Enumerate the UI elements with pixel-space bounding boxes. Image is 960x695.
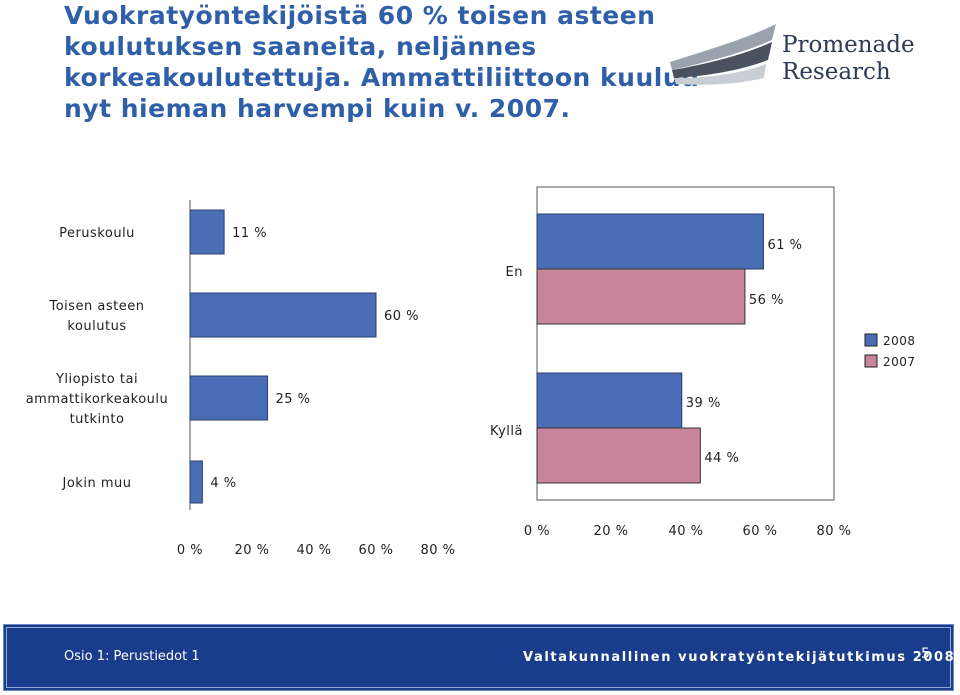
tick-label: 0 % bbox=[524, 524, 550, 539]
tick-label: 80 % bbox=[420, 543, 455, 558]
bar bbox=[536, 427, 701, 484]
tick-label: 20 % bbox=[593, 524, 628, 539]
legend-label: 2008 bbox=[883, 334, 916, 348]
bar bbox=[189, 292, 377, 338]
legend-label: 2007 bbox=[883, 355, 916, 369]
tick-label: 0 % bbox=[177, 543, 203, 558]
category-label: Kyllä bbox=[490, 424, 523, 439]
footer-section-label: Osio 1: Perustiedot 1 bbox=[64, 649, 200, 664]
bar bbox=[536, 213, 764, 270]
category-label: tutkinto bbox=[70, 412, 125, 427]
data-label: 39 % bbox=[686, 396, 721, 411]
tick-label: 80 % bbox=[816, 524, 851, 539]
bar bbox=[536, 268, 746, 325]
category-label: En bbox=[506, 265, 523, 280]
bar bbox=[536, 372, 683, 429]
data-label: 61 % bbox=[767, 238, 802, 253]
category-label: ammattikorkeakoulu bbox=[26, 392, 169, 407]
swoosh-logo-icon bbox=[670, 24, 776, 85]
data-label: 60 % bbox=[384, 309, 419, 324]
legend-swatch bbox=[864, 354, 878, 368]
title-line: Vuokratyöntekijöistä 60 % toisen asteen bbox=[64, 1, 656, 30]
company-logo: Promenade Research bbox=[782, 32, 915, 86]
category-label: koulutus bbox=[67, 319, 126, 334]
category-label: Peruskoulu bbox=[59, 226, 135, 241]
tick-label: 40 % bbox=[668, 524, 703, 539]
title-line: nyt hieman harvempi kuin v. 2007. bbox=[64, 94, 571, 123]
tick-label: 40 % bbox=[296, 543, 331, 558]
data-label: 11 % bbox=[232, 226, 267, 241]
footer-bar bbox=[3, 624, 954, 691]
tick-label: 20 % bbox=[234, 543, 269, 558]
data-label: 44 % bbox=[704, 451, 739, 466]
logo-line: Research bbox=[782, 59, 891, 85]
title-line: korkeakoulutettuja. Ammattiliittoon kuul… bbox=[64, 63, 700, 92]
bar bbox=[189, 460, 203, 504]
bar bbox=[189, 375, 268, 421]
title-line: koulutuksen saaneita, neljännes bbox=[64, 32, 537, 61]
slide-title: Vuokratyöntekijöistä 60 % toisen asteen … bbox=[64, 0, 700, 124]
category-label: Jokin muu bbox=[62, 476, 132, 491]
category-label: Yliopisto tai bbox=[55, 372, 138, 387]
logo-line: Promenade bbox=[782, 32, 915, 58]
data-label: 25 % bbox=[276, 392, 311, 407]
tick-label: 60 % bbox=[358, 543, 393, 558]
charts-area: 11 % Peruskoulu 60 % Toisen asteen koulutus 2… bbox=[26, 186, 916, 558]
category-label: Toisen asteen bbox=[48, 299, 144, 314]
data-label: 56 % bbox=[749, 293, 784, 308]
legend-swatch bbox=[864, 333, 878, 347]
plot-frame bbox=[536, 186, 835, 501]
data-label: 4 % bbox=[210, 476, 236, 491]
footer-study-name: Valtakunnallinen vuokratyöntekijätutkimu… bbox=[523, 650, 956, 665]
page-number: 5 bbox=[921, 646, 930, 662]
tick-label: 60 % bbox=[742, 524, 777, 539]
bar bbox=[189, 209, 225, 255]
